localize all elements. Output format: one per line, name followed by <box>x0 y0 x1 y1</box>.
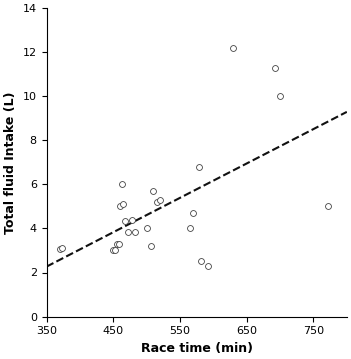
Point <box>114 241 119 247</box>
Point <box>231 45 236 51</box>
Point <box>154 199 159 205</box>
Point <box>133 229 138 235</box>
Point <box>111 248 116 253</box>
Y-axis label: Total fluid Intake (L): Total fluid Intake (L) <box>4 91 17 234</box>
Point <box>277 93 283 99</box>
Point <box>325 204 331 209</box>
Point <box>119 182 125 187</box>
Point <box>199 258 204 264</box>
Point <box>112 248 118 253</box>
Point <box>122 218 128 224</box>
Point <box>272 65 278 70</box>
Point <box>196 164 201 170</box>
Point <box>117 204 123 209</box>
Point <box>187 225 193 231</box>
Point <box>116 241 121 247</box>
Point <box>151 188 156 194</box>
Point <box>120 201 126 207</box>
Point <box>59 246 65 251</box>
X-axis label: Race time (min): Race time (min) <box>141 342 253 355</box>
Point <box>129 217 135 223</box>
Point <box>144 225 150 231</box>
Point <box>191 210 196 216</box>
Point <box>148 243 154 249</box>
Point <box>157 197 163 203</box>
Point <box>125 229 131 235</box>
Point <box>57 247 63 252</box>
Point <box>205 263 211 269</box>
